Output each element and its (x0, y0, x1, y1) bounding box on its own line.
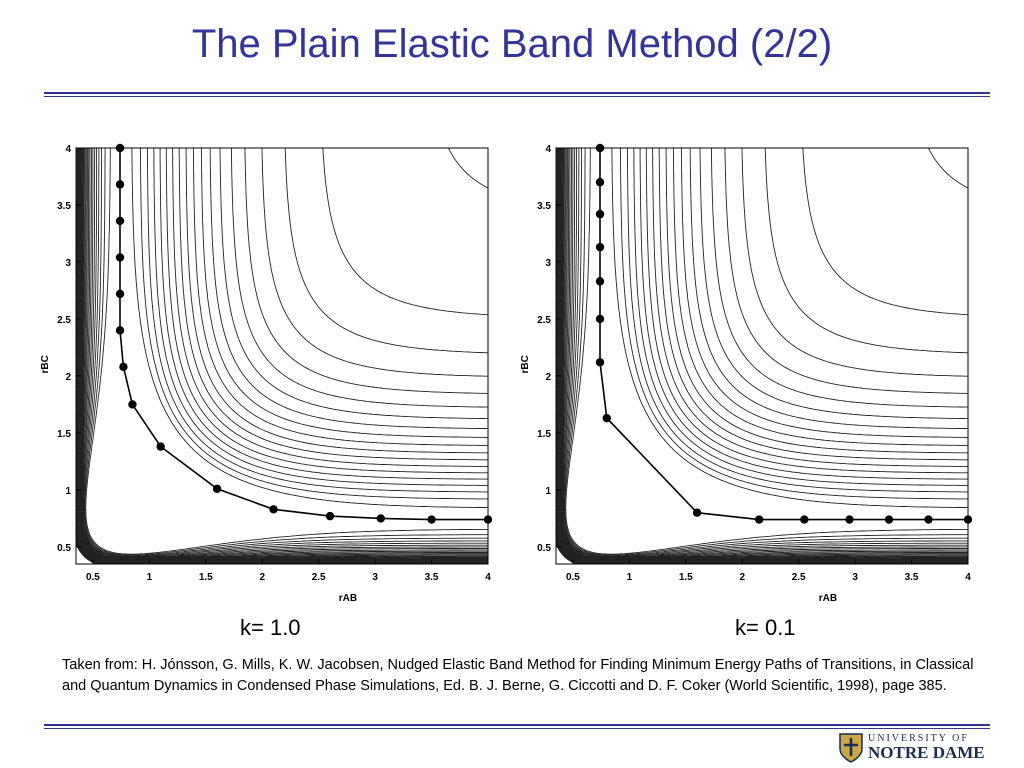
band-image-point (595, 358, 605, 367)
band-image-point (602, 413, 611, 423)
university-seal-icon (839, 733, 863, 763)
slide-title: The Plain Elastic Band Method (2/2) (191, 22, 833, 66)
x-tick-label: 0.5 (86, 572, 100, 583)
plot-caption-right: k= 0.1 (735, 615, 796, 640)
x-tick-label: 3 (852, 572, 858, 583)
band-image-point (483, 515, 493, 524)
y-tick-label: 4 (545, 144, 551, 155)
y-tick-label: 2 (545, 372, 551, 383)
plot-caption-left: k= 1.0 (240, 615, 301, 640)
x-tick-label: 1 (627, 572, 633, 583)
footer-divider (44, 724, 990, 726)
y-tick-label: 3 (545, 258, 551, 269)
band-image-point (595, 277, 605, 286)
band-image-point (115, 326, 125, 335)
footer-divider-thin (44, 728, 990, 729)
band-image-point (376, 514, 385, 523)
y-tick-label: 3 (65, 258, 71, 269)
y-tick-label: 0.5 (537, 543, 551, 554)
plot-frame (75, 147, 489, 565)
x-tick-label: 2 (739, 572, 745, 583)
y-axis-label: rBC (520, 355, 531, 373)
title-divider-thin (44, 96, 990, 97)
x-axis-label: rAB (339, 593, 357, 604)
x-tick-label: 1.5 (199, 572, 213, 583)
band-image-point (595, 177, 605, 187)
logo-line2: NOTRE DAME (868, 743, 985, 762)
band-image-point (115, 143, 125, 153)
band-image-point (595, 314, 605, 324)
band-image-point (963, 515, 973, 524)
band-image-point (595, 143, 605, 153)
citation-text: Taken from: H. Jónsson, G. Mills, K. W. … (62, 657, 974, 694)
y-axis-label: rBC (40, 355, 51, 373)
y-tick-label: 1.5 (57, 429, 71, 440)
band-image-point (800, 515, 809, 524)
x-tick-label: 3.5 (905, 572, 919, 583)
band-image-point (924, 515, 933, 524)
band-image-point (115, 289, 125, 299)
band-image-point (427, 515, 436, 524)
x-tick-label: 4 (965, 572, 971, 583)
band-image-point (325, 511, 335, 521)
band-image-point (754, 515, 764, 524)
band-image-point (212, 484, 222, 493)
y-tick-label: 2.5 (537, 315, 551, 326)
y-tick-label: 1 (65, 486, 71, 497)
band-image-point (845, 515, 854, 524)
x-tick-label: 2.5 (312, 572, 326, 583)
y-tick-label: 1.5 (537, 429, 551, 440)
y-tick-label: 2 (65, 372, 71, 383)
band-image-point (692, 508, 702, 517)
y-tick-label: 4 (65, 144, 71, 155)
y-tick-label: 2.5 (57, 315, 71, 326)
band-image-point (595, 209, 605, 219)
y-tick-label: 0.5 (57, 543, 71, 554)
contour-plot-k1: 0.5 1 1.5 2 2.5 3 3.5 4 0.5 1 1.5 2 2.5 3 3.5 4 rAB rBC (40, 143, 493, 604)
x-tick-label: 2.5 (792, 572, 806, 583)
x-tick-label: 1.5 (679, 572, 693, 583)
title-divider (44, 92, 990, 94)
plot-frame (555, 147, 969, 565)
band-image-point (115, 216, 125, 226)
band-image-point (156, 442, 165, 451)
band-image-point (119, 362, 128, 372)
x-tick-label: 1 (147, 572, 153, 583)
x-tick-label: 2 (259, 572, 265, 583)
contour-plot-k01: 0.5 1 1.5 2 2.5 3 3.5 4 0.5 1 1.5 2 2.5 3 3.5 4 rAB rBC (520, 143, 973, 604)
contour-lines (76, 148, 488, 564)
y-tick-label: 1 (545, 486, 551, 497)
band-image-point (128, 400, 137, 409)
band-image-point (115, 180, 125, 189)
x-axis-label: rAB (819, 593, 837, 604)
band-image-point (115, 253, 125, 262)
logo-line1: UNIVERSITY OF (868, 733, 969, 744)
band-image-point (269, 505, 278, 514)
band-image-point (884, 515, 894, 524)
x-tick-label: 3.5 (425, 572, 439, 583)
y-tick-label: 3.5 (57, 201, 71, 212)
band-image-point (595, 242, 605, 252)
x-tick-label: 3 (372, 572, 378, 583)
y-tick-label: 3.5 (537, 201, 551, 212)
contour-lines (556, 148, 968, 564)
x-tick-label: 4 (485, 572, 491, 583)
university-logo: UNIVERSITY OF NOTRE DAME (838, 731, 988, 765)
x-tick-label: 0.5 (566, 572, 580, 583)
